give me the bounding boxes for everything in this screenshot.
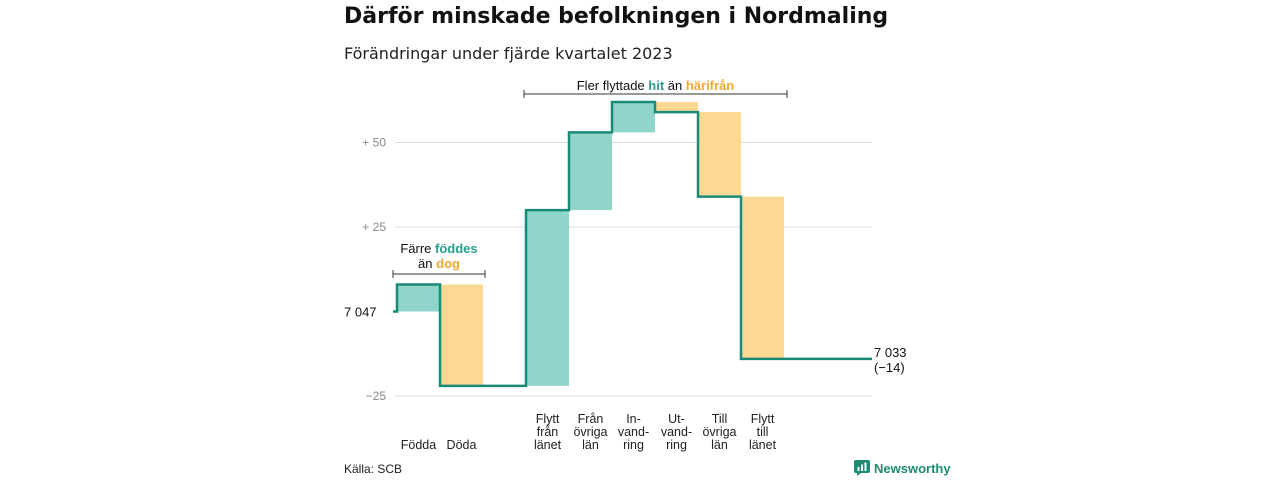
annotation-births-line1: Färre föddes [400,241,477,256]
chart-subtitle: Förändringar under fjärde kvartalet 2023 [344,44,673,63]
newsworthy-logo[interactable]: Newsworthy [854,460,951,476]
annotation-births-line2: än dog [418,256,460,271]
chart-title: Därför minskade befolkningen i Nordmalin… [344,4,889,29]
end-value-label: 7 033 [874,345,907,360]
waterfall-bar [655,101,698,113]
annotation-moves: Fler flyttade hit än härifrån [577,78,735,93]
waterfall-bar [440,284,483,386]
category-label: Till övriga län [702,412,736,452]
waterfall-bar [569,132,612,211]
start-value-label: 7 047 [344,305,377,320]
logo-text: Newsworthy [874,460,951,476]
waterfall-bar [526,210,569,386]
category-label: Ut-vand-ring [661,412,692,452]
source-note: Källa: SCB [344,462,403,476]
category-label: Födda [401,438,436,452]
y-tick-label: + 25 [362,220,386,234]
cumulative-line [393,100,872,388]
category-label: Flytt till länet [749,412,777,452]
category-label: Döda [447,438,477,452]
waterfall-bar [741,196,784,359]
newsworthy-logo-icon [854,460,870,476]
waterfall-bar [698,112,741,197]
waterfall-bar [397,284,440,312]
category-label: Flytt från länet [534,412,562,452]
category-label: In-vand-ring [618,412,649,452]
category-label: Från övriga län [573,412,607,452]
waterfall-bar [612,101,655,133]
y-tick-label: −25 [366,389,387,403]
y-tick-label: + 50 [362,136,386,150]
end-change-label: (−14) [874,360,905,375]
